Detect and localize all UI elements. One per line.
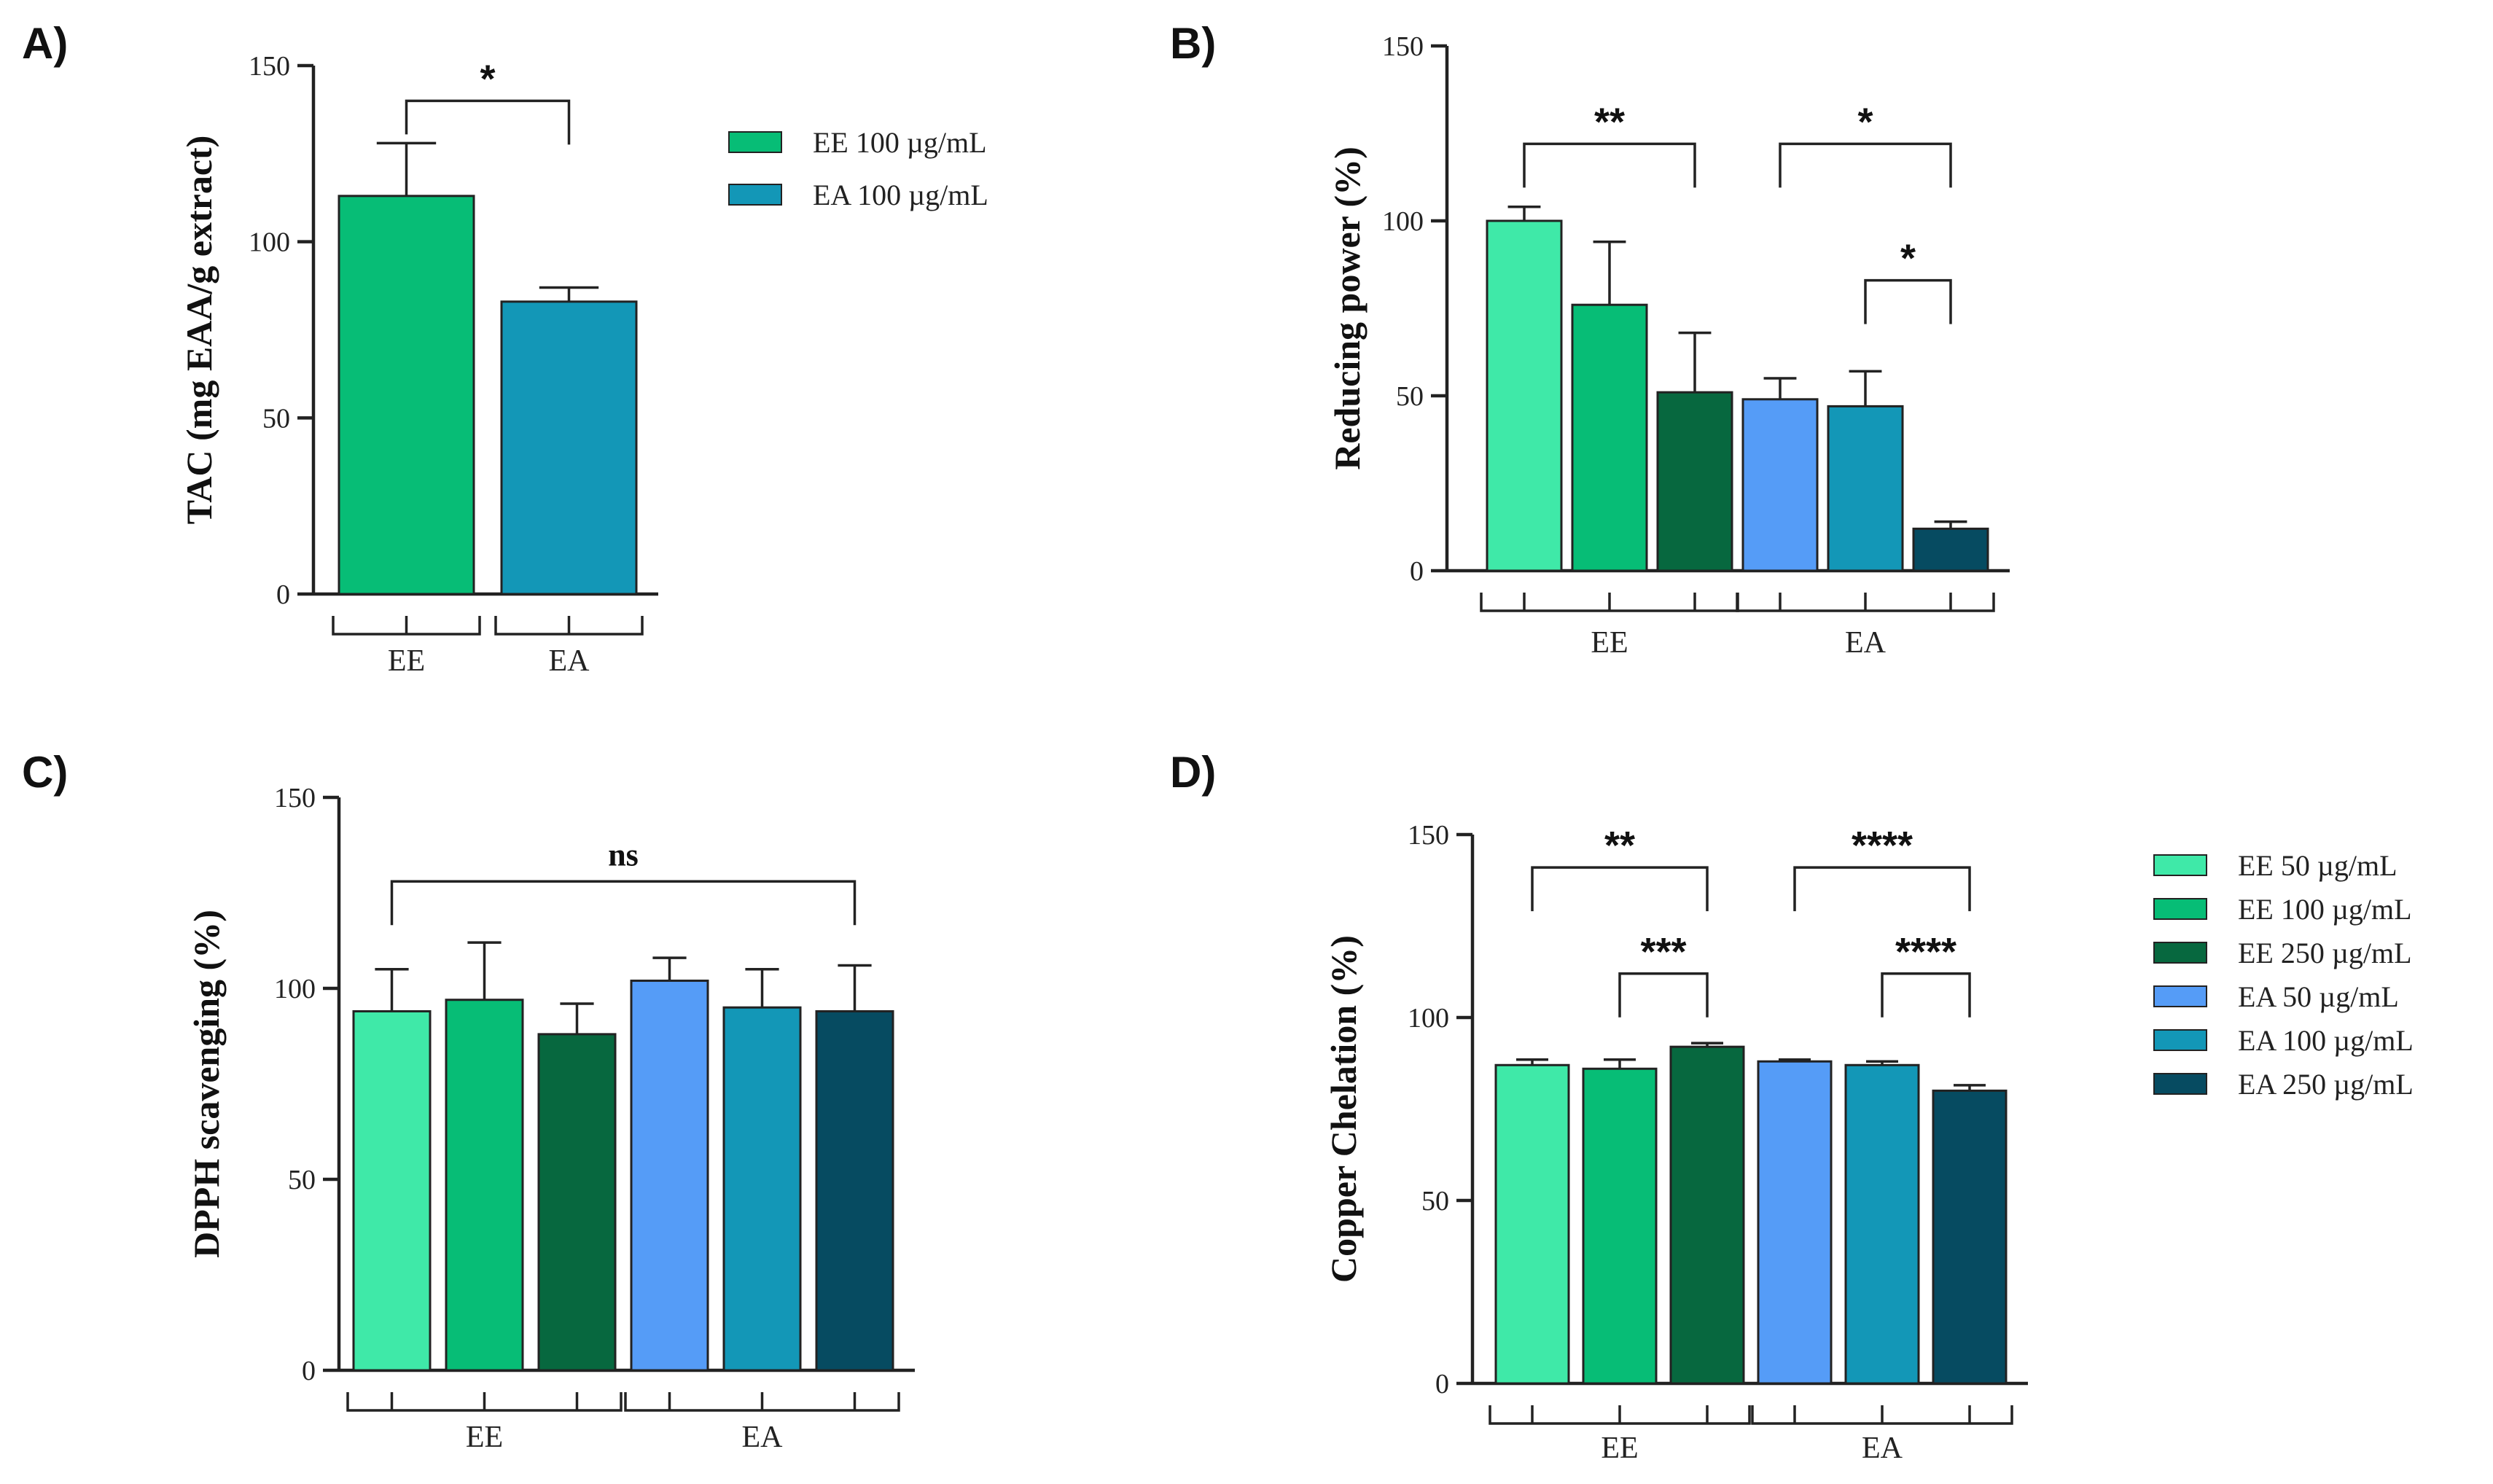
significance-label: ** xyxy=(1604,824,1635,867)
bar-ea-250-g-ml xyxy=(1912,527,1989,572)
significance-bracket xyxy=(1618,972,1709,1018)
significance-label: ns xyxy=(608,837,639,872)
legend-label: EA 250 µg/mL xyxy=(2238,1068,2414,1101)
group-label: EE xyxy=(466,1421,503,1454)
legend-label: EA 100 µg/mL xyxy=(2238,1024,2414,1057)
legend-swatch xyxy=(2153,1029,2207,1051)
significance-label: **** xyxy=(1852,824,1913,867)
significance-label: *** xyxy=(1640,930,1686,974)
y-tick-label: 150 xyxy=(249,51,290,82)
significance-label: * xyxy=(1900,237,1916,281)
significance-bracket xyxy=(1793,866,1971,912)
bar-ea-100-g-ml xyxy=(1827,405,1904,572)
bar-ea-50-g-ml xyxy=(1757,1060,1833,1385)
bar-ea-100-g-ml xyxy=(500,300,638,595)
significance-bracket xyxy=(405,99,571,145)
y-tick-label: 50 xyxy=(1396,381,1424,412)
legend-label: EE 100 µg/mL xyxy=(813,126,987,159)
bar-ee-250-g-ml xyxy=(1669,1045,1745,1385)
y-tick-label: 50 xyxy=(262,403,290,434)
significance-bracket xyxy=(1779,142,1952,188)
bar-ea-250-g-ml xyxy=(815,1009,894,1372)
group-label: EE xyxy=(1591,626,1628,660)
chart-panel-a: A) 0 50 100 150 TAC (mg EAA/g extract) EE EA * EE… xyxy=(22,19,988,678)
y-tick-label: 150 xyxy=(1382,31,1424,62)
y-tick-label: 0 xyxy=(1435,1369,1449,1399)
y-tick-label: 100 xyxy=(1382,206,1424,237)
group-label: EE xyxy=(1601,1432,1638,1465)
bar-ee-50-g-ml xyxy=(352,1009,432,1372)
y-axis-title: Copper Chelation (%) xyxy=(1323,935,1364,1283)
bar-ea-100-g-ml xyxy=(722,1006,802,1372)
bar-ee-50-g-ml xyxy=(1494,1063,1570,1385)
group-label: EE xyxy=(388,644,425,678)
bar-ea-100-g-ml xyxy=(1844,1063,1920,1385)
significance-bracket xyxy=(1864,278,1952,324)
legend-swatch xyxy=(2153,854,2207,876)
group-label: EA xyxy=(742,1421,784,1454)
legend-label: EA 50 µg/mL xyxy=(2238,980,2399,1013)
bar-ea-50-g-ml xyxy=(1741,398,1819,572)
group-label: EA xyxy=(1845,626,1887,660)
y-axis-title: Reducing power (%) xyxy=(1327,147,1368,470)
y-axis-title: TAC (mg EAA/g extract) xyxy=(179,136,219,525)
legend-swatch xyxy=(2153,898,2207,920)
bar-ee-250-g-ml xyxy=(1656,391,1733,572)
significance-label: **** xyxy=(1895,930,1956,974)
bar-ee-100-g-ml xyxy=(1571,303,1648,572)
bar-ee-250-g-ml xyxy=(537,1033,617,1372)
y-tick-label: 150 xyxy=(1408,820,1449,851)
legend-label: EE 50 µg/mL xyxy=(2238,849,2398,882)
y-tick-label: 0 xyxy=(302,1356,316,1386)
significance-bracket xyxy=(1523,142,1696,188)
y-tick-label: 50 xyxy=(1421,1186,1449,1217)
panel-letter: A) xyxy=(22,19,68,68)
bar-ea-250-g-ml xyxy=(1932,1089,2008,1385)
legend-swatch xyxy=(2153,1073,2207,1095)
bar-ee-50-g-ml xyxy=(1486,219,1563,572)
y-tick-label: 0 xyxy=(276,579,290,610)
bar-ea-50-g-ml xyxy=(630,980,709,1372)
legend: EE 100 µg/mL EA 100 µg/mL xyxy=(728,126,988,211)
significance-bracket xyxy=(390,880,857,926)
significance-label: ** xyxy=(1594,100,1625,144)
bar-ee-100-g-ml xyxy=(1582,1067,1658,1385)
panel-letter: D) xyxy=(1170,748,1216,797)
legend-swatch xyxy=(728,131,782,153)
significance-bracket xyxy=(1881,972,1971,1018)
legend-swatch xyxy=(2153,985,2207,1007)
group-label: EA xyxy=(549,644,590,678)
significance-label: * xyxy=(480,57,495,101)
legend-label: EA 100 µg/mL xyxy=(813,179,988,211)
panel-letter: B) xyxy=(1170,19,1216,68)
legend-label: EE 250 µg/mL xyxy=(2238,937,2412,969)
significance-label: * xyxy=(1857,100,1873,144)
y-tick-label: 100 xyxy=(274,974,316,1004)
group-label: EA xyxy=(1862,1432,1903,1465)
y-tick-label: 0 xyxy=(1410,556,1424,587)
panel-letter: C) xyxy=(22,748,68,797)
legend-swatch xyxy=(728,184,782,206)
y-tick-label: 100 xyxy=(1408,1003,1449,1034)
legend-label: EE 100 µg/mL xyxy=(2238,893,2412,926)
legend-swatch xyxy=(2153,942,2207,964)
y-tick-label: 50 xyxy=(288,1165,316,1195)
bar-ee-100-g-ml xyxy=(338,195,475,595)
legend: EE 50 µg/mL EE 100 µg/mL EE 250 µg/mL EA 50… xyxy=(2153,849,2414,1101)
bar-ee-100-g-ml xyxy=(445,999,524,1372)
significance-bracket xyxy=(1531,866,1709,912)
y-tick-label: 150 xyxy=(274,783,316,813)
y-tick-label: 100 xyxy=(249,227,290,258)
y-axis-title: DPPH scavenging (%) xyxy=(186,910,227,1258)
chart-panel-c: C) 0 50 100 150 DPPH scavenging (%) EE EA ns xyxy=(22,748,915,1454)
